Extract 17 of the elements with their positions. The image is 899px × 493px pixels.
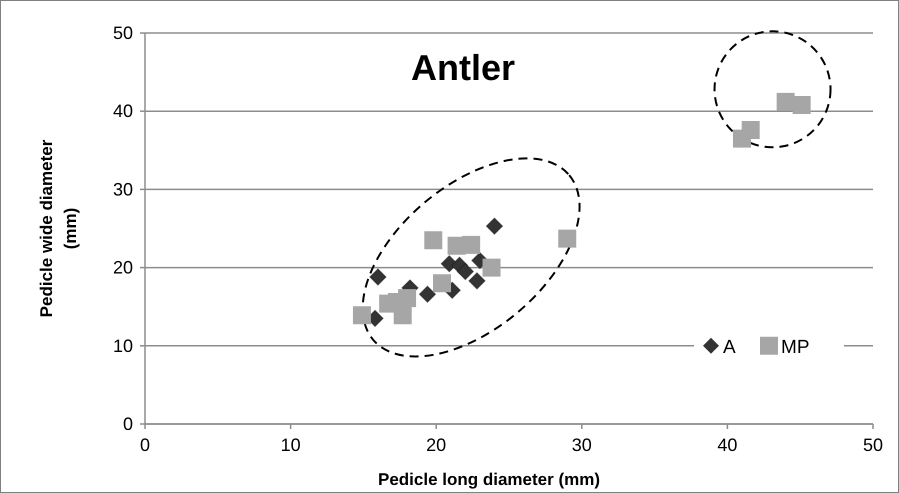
x-tick-label: 40 [717,435,738,455]
y-tick-label: 40 [112,101,133,122]
y-tick-label: 10 [112,336,133,356]
y-tick-label: 0 [122,414,133,434]
x-axis-title: Pedicle long diameter (mm) [378,470,600,489]
chart-title: Antler [410,47,516,88]
x-tick-label: 30 [572,435,592,455]
x-tick-label: 20 [426,435,446,455]
y-tick-label: 30 [112,179,133,200]
legend-label: MP [781,336,810,358]
y-tick-label: 50 [112,23,133,43]
y-axis-title: Pedicle wide diameter (mm) [37,139,80,318]
legend-label: A [723,336,736,358]
x-tick-label: 50 [862,435,884,455]
x-tick-label: 10 [280,435,301,455]
x-tick-label: 0 [140,435,150,455]
y-tick-label: 20 [112,258,133,278]
